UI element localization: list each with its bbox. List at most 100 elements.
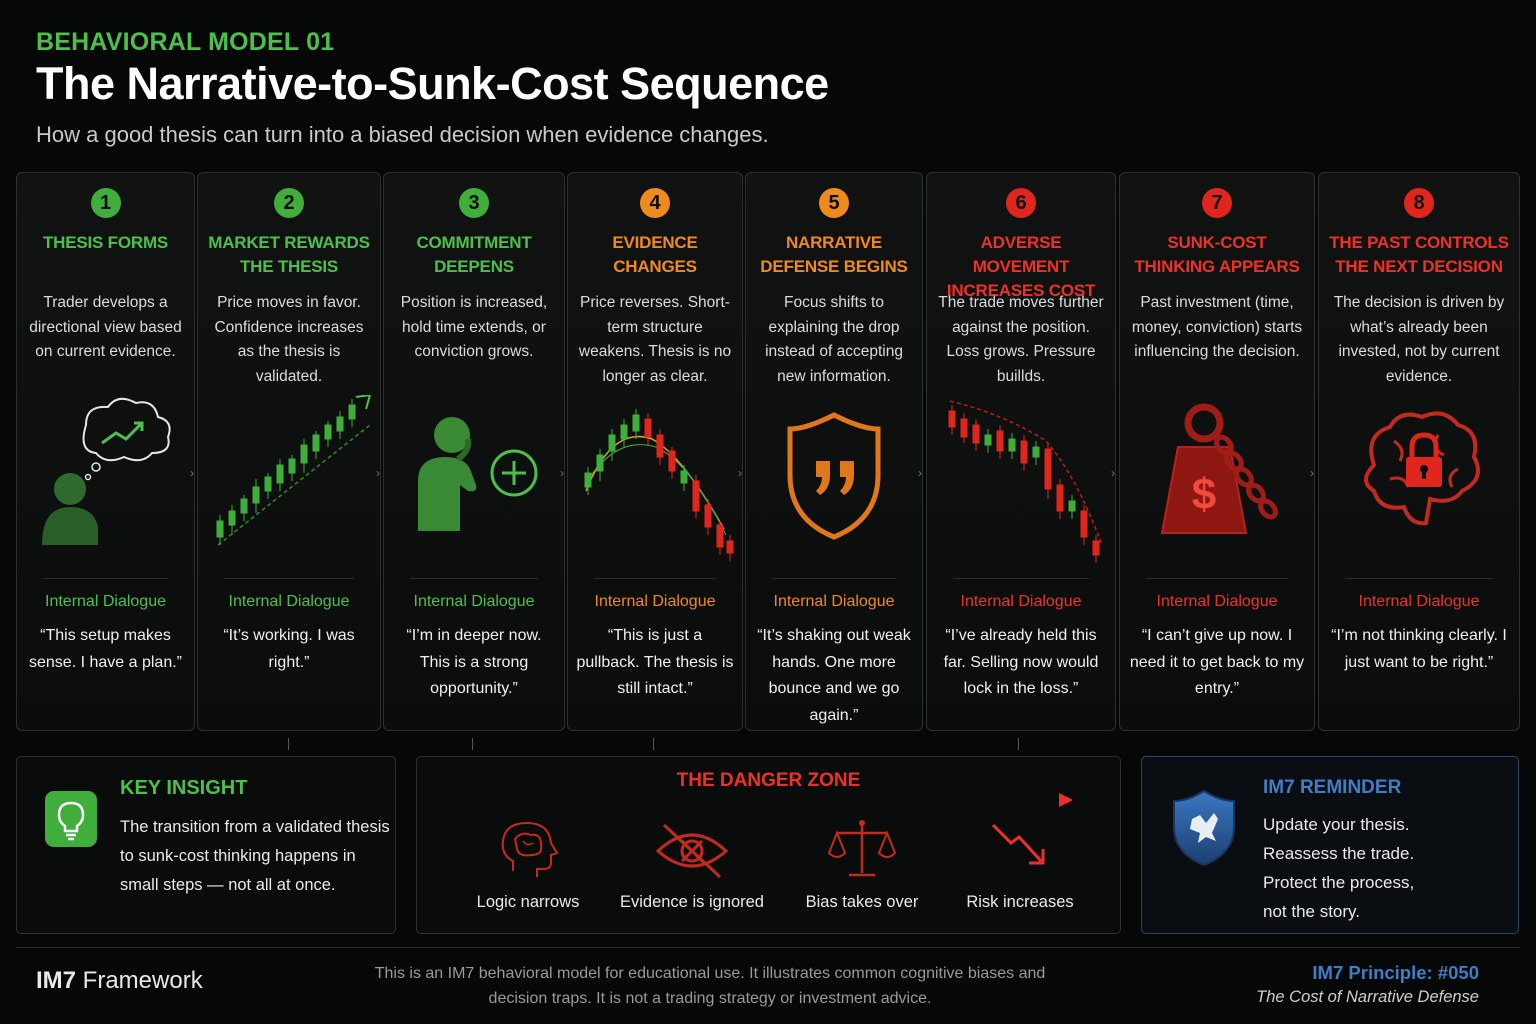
dialogue-quote: “I’m not thinking clearly. I just want t… <box>1331 627 1507 671</box>
reminder-line: Reassess the trade. <box>1263 844 1415 863</box>
chained-weight-icon: $ <box>1160 403 1278 534</box>
dialogue-quote: “I’ve already held this far. Selling now… <box>943 627 1099 697</box>
lightbulb-icon <box>45 791 97 847</box>
stage-heading: MARKET REWARDS THE THESIS <box>208 233 370 276</box>
connector-arrow-icon: › <box>376 466 380 480</box>
reversal-candles-icon <box>584 409 734 561</box>
dialogue-label: Internal Dialogue <box>1156 593 1278 610</box>
stage-number: 3 <box>459 188 489 218</box>
danger-zone-title: THE DANGER ZONE <box>676 770 861 791</box>
reminder-line: Update your thesis. <box>1263 815 1410 834</box>
stage-description: Trader develops a directional view based… <box>29 294 182 360</box>
dialogue-quote: “It’s shaking out weak hands. One more b… <box>757 627 911 724</box>
reminder-line: Protect the process, <box>1263 873 1415 892</box>
danger-item-label: Risk increases <box>966 893 1074 911</box>
stage-description: Position is increased, hold time extends… <box>400 294 548 360</box>
stage-description: Price reverses. Short-term structure wea… <box>578 294 732 385</box>
stage-heading: ADVERSE MOVEMENT INCREASES COST <box>946 233 1096 300</box>
stage-heading: NARRATIVE DEFENSE BEGINS <box>760 233 908 276</box>
reminder-text: Update your thesis. Reassess the trade. … <box>1263 810 1503 926</box>
stage-heading: COMMITMENT DEEPENS <box>416 233 532 276</box>
key-insight-text: The transition from a validated thesis t… <box>120 818 390 894</box>
person-plus-icon <box>418 417 538 531</box>
stage-description: The trade moves further against the posi… <box>938 294 1104 385</box>
dialogue-label: Internal Dialogue <box>594 593 716 610</box>
stage-number: 8 <box>1404 188 1434 218</box>
dialogue-label: Internal Dialogue <box>45 593 166 610</box>
brain-head-icon <box>501 821 559 877</box>
dialogue-quote: “This setup makes sense. I have a plan.” <box>29 627 182 671</box>
connector-arrow-icon: › <box>918 466 922 480</box>
stage-card: 7 SUNK-COST THINKING APPEARS Past invest… <box>1119 172 1315 731</box>
dialogue-quote: “I can’t give up now. I need it to get b… <box>1129 627 1305 697</box>
eyebrow: BEHAVIORAL MODEL 01 <box>36 28 335 56</box>
stage-description: Focus shifts to explaining the drop inst… <box>765 294 903 385</box>
stage-number: 7 <box>1202 188 1232 218</box>
dialogue-label: Internal Dialogue <box>1358 593 1480 610</box>
dialogue-label: Internal Dialogue <box>773 593 895 610</box>
connector-arrow-icon: › <box>1111 466 1115 480</box>
locked-brain-icon <box>1364 411 1480 526</box>
stage-number: 6 <box>1006 188 1036 218</box>
thinking-person-icon <box>41 397 171 545</box>
reminder-line: not the story. <box>1263 902 1361 921</box>
stage-description: Price moves in favor. Confidence increas… <box>214 294 364 385</box>
reminder-panel: IM7 REMINDER Update your thesis. Reasses… <box>1141 756 1519 934</box>
principle-name: The Cost of Narrative Defense <box>1256 988 1479 1006</box>
danger-item: Bias takes over <box>777 815 947 911</box>
progression-arrow-icon <box>475 793 1073 807</box>
danger-item-label: Bias takes over <box>805 893 919 911</box>
stage-sequence: 1 THESIS FORMS Trader develops a directi… <box>16 172 1520 750</box>
stage-card: 4 EVIDENCE CHANGES Price reverses. Short… <box>567 172 743 731</box>
stage-card: 8 THE PAST CONTROLS THE NEXT DECISION Th… <box>1318 172 1520 731</box>
danger-item: Risk increases <box>935 815 1105 911</box>
brand-rest: Framework <box>76 967 203 994</box>
principle-number: IM7 Principle: #050 <box>1312 962 1479 983</box>
dialogue-quote: “It’s working. I was right.” <box>223 627 355 671</box>
dialogue-quote: “I’m in deeper now. This is a strong opp… <box>406 627 542 697</box>
reminder-title: IM7 REMINDER <box>1263 777 1402 798</box>
stage-card: 2 MARKET REWARDS THE THESIS Price moves … <box>197 172 381 731</box>
page-subtitle: How a good thesis can turn into a biased… <box>36 122 769 147</box>
down-arrow-icon <box>991 823 1045 865</box>
stage-number: 1 <box>90 188 121 218</box>
danger-item-label: Logic narrows <box>476 893 580 911</box>
danger-item: Evidence is ignored <box>607 815 777 911</box>
disclaimer: This is an IM7 behavioral model for educ… <box>374 965 1046 1007</box>
dialogue-label: Internal Dialogue <box>413 593 535 610</box>
key-insight-title: KEY INSIGHT <box>120 777 248 799</box>
danger-item-label: Evidence is ignored <box>619 893 764 911</box>
stage-number: 5 <box>819 188 849 218</box>
uptrend-candles-icon <box>216 395 372 546</box>
connector-arrow-icon: › <box>1310 466 1314 480</box>
stage-description: The decision is driven by what’s already… <box>1333 294 1505 385</box>
stage-description: Past investment (time, money, conviction… <box>1131 294 1303 360</box>
stage-number: 2 <box>274 188 304 218</box>
dialogue-quote: “This is just a pullback. The thesis is … <box>576 627 734 697</box>
stage-heading: THESIS FORMS <box>42 233 169 252</box>
brand-wordmark: IM7 Framework <box>36 967 203 995</box>
danger-zone-panel: THE DANGER ZONE Logic narrows Evidence i… <box>416 756 1121 934</box>
connector-arrow-icon: › <box>738 466 742 480</box>
dialogue-label: Internal Dialogue <box>960 593 1082 610</box>
stage-heading: SUNK-COST THINKING APPEARS <box>1134 233 1300 276</box>
connector-arrow-icon: › <box>560 466 564 480</box>
stage-card: 6 ADVERSE MOVEMENT INCREASES COST The tr… <box>926 172 1116 731</box>
shield-icon <box>1173 789 1235 867</box>
quote-shield-icon <box>787 412 881 540</box>
stage-card: 5 NARRATIVE DEFENSE BEGINS Focus shifts … <box>745 172 923 731</box>
stage-card: 1 THESIS FORMS Trader develops a directi… <box>16 172 195 731</box>
crossed-eye-icon <box>655 823 729 879</box>
stage-card: 3 COMMITMENT DEEPENS Position is increas… <box>383 172 565 731</box>
stage-heading: THE PAST CONTROLS THE NEXT DECISION <box>1329 233 1509 276</box>
page-title: The Narrative-to-Sunk-Cost Sequence <box>36 58 829 109</box>
stage-number: 4 <box>640 188 670 218</box>
connector-arrow-icon: › <box>190 466 194 480</box>
dialogue-label: Internal Dialogue <box>228 593 350 610</box>
danger-item: Logic narrows <box>443 815 613 911</box>
key-insight-panel: KEY INSIGHT The transition from a valida… <box>16 756 396 934</box>
stage-heading: EVIDENCE CHANGES <box>612 233 698 276</box>
scales-icon <box>827 820 897 877</box>
downtrend-candles-icon <box>948 400 1103 563</box>
svg-text:$: $ <box>1192 470 1216 519</box>
